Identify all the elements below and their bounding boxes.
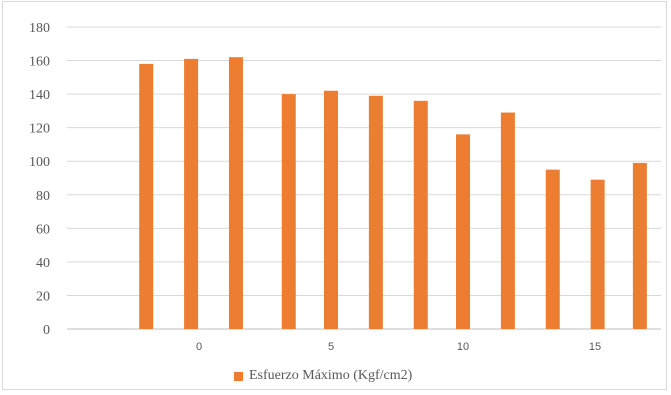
y-tick-label: 80 [36,189,50,204]
bar [632,162,647,329]
x-tick-label: 0 [196,341,202,353]
x-tick-label: 10 [457,341,469,353]
x-tick-label: 15 [589,341,601,353]
legend-label: Esfuerzo Máximo (Kgf/cm2) [249,368,413,383]
x-tick-label: 5 [328,341,334,353]
y-tick-label: 180 [29,21,50,36]
y-tick-label: 160 [29,55,50,70]
bar [368,95,383,330]
chart-area: 0 20 40 60 80 100 120 140 160 180 0 5 10 15 Esfuerzo … [2,1,667,390]
y-tick-label: 40 [36,256,50,271]
y-tick-label: 0 [43,323,50,338]
bar [281,94,296,329]
y-tick-label: 20 [36,289,50,304]
bar [324,90,338,329]
bar-chart: 0 20 40 60 80 100 120 140 160 180 0 5 10 15 [29,21,661,353]
bar [228,57,243,329]
legend-swatch [234,371,243,381]
y-tick-label: 140 [29,88,50,103]
bar [184,58,199,329]
y-tick-label: 100 [29,155,50,170]
bar [456,134,470,329]
y-tick-label: 60 [36,222,50,237]
legend: Esfuerzo Máximo (Kgf/cm2) [234,368,412,384]
bar [500,112,515,329]
bar [590,179,605,329]
bar [413,100,428,329]
y-tick-label: 120 [29,122,50,137]
bar [139,63,154,330]
bar [545,169,560,329]
